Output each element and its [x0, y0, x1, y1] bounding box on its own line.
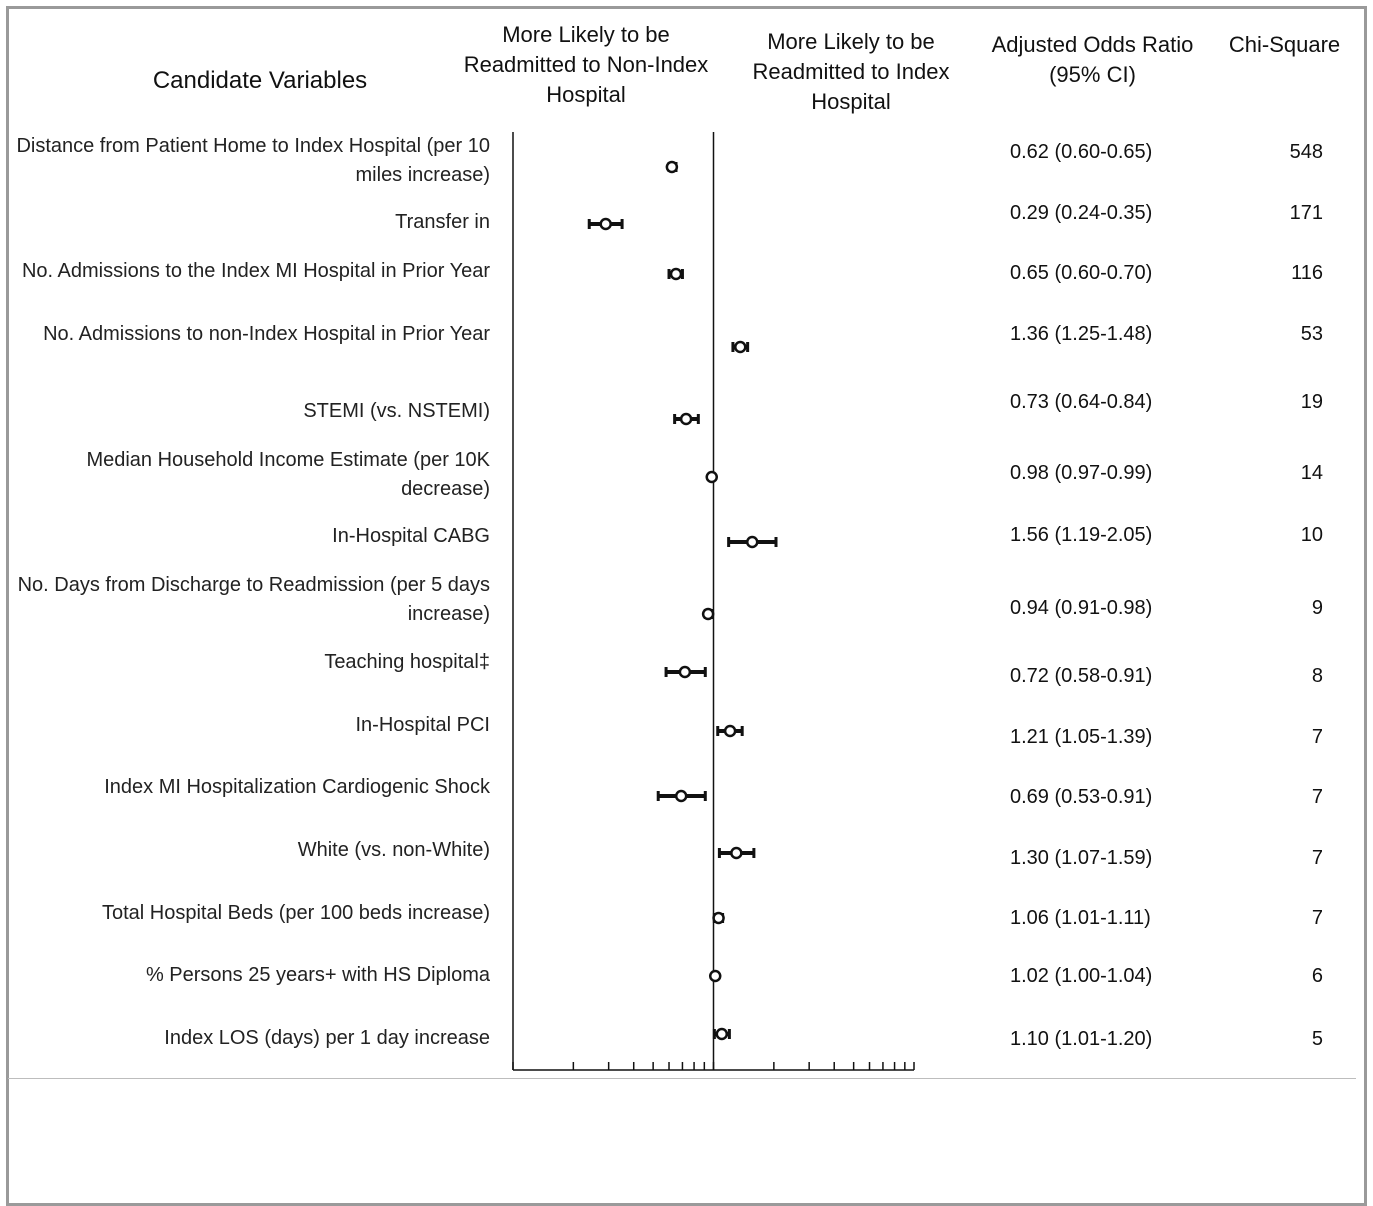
row-label: % Persons 25 years+ with HS Diploma — [145, 964, 490, 986]
odds-ratio-point — [669, 267, 683, 281]
odds-ratio-point — [734, 340, 747, 354]
odds-ratio-point — [708, 969, 722, 983]
row-label: Total Hospital Beds (per 100 beds increa… — [102, 902, 490, 924]
odds-ratio-value: 0.29 (0.24-0.35) — [1010, 202, 1153, 224]
odds-ratio-value: 1.06 (1.01-1.11) — [1010, 907, 1151, 929]
row-label: Teaching hospital‡ — [324, 651, 490, 673]
row-label: STEMI (vs. NSTEMI) — [303, 400, 490, 422]
odds-ratio-value: 0.62 (0.60-0.65) — [1010, 141, 1153, 163]
chi-square-value: 7 — [1311, 726, 1323, 748]
odds-ratio-value: 1.36 (1.25-1.48) — [1010, 323, 1153, 345]
row-label: In-Hospital CABG — [332, 525, 490, 547]
chi-square-value: 19 — [1300, 391, 1323, 413]
row-label: Index MI Hospitalization Cardiogenic Sho… — [104, 776, 490, 798]
odds-ratio-point — [705, 470, 718, 484]
chi-square-value: 7 — [1311, 907, 1323, 929]
row-label: Distance from Patient Home to Index Hosp… — [16, 135, 490, 186]
odds-ratio-point — [715, 1027, 729, 1041]
row-label: White (vs. non-White) — [297, 839, 490, 861]
chi-square-value: 7 — [1311, 847, 1323, 869]
chi-square-value: 5 — [1311, 1028, 1323, 1050]
odds-ratio-point — [701, 607, 715, 621]
odds-ratio-point — [730, 846, 743, 860]
chi-square-value: 548 — [1289, 141, 1323, 163]
odds-ratio-value: 1.30 (1.07-1.59) — [1010, 847, 1153, 869]
row-label: No. Admissions to the Index MI Hospital … — [21, 260, 490, 282]
odds-ratio-value: 0.69 (0.53-0.91) — [1010, 786, 1153, 808]
row-label: Index LOS (days) per 1 day increase — [164, 1027, 490, 1049]
odds-ratio-point — [712, 911, 725, 925]
chi-square-value: 10 — [1300, 524, 1323, 546]
odds-ratio-value: 0.94 (0.91-0.98) — [1010, 597, 1153, 619]
odds-ratio-point — [678, 665, 692, 679]
chi-square-value: 6 — [1311, 965, 1323, 987]
header-index-direction: More Likely to be Readmitted to Index Ho… — [752, 29, 950, 114]
header-non-index-direction: More Likely to be Readmitted to Non-Inde… — [463, 22, 709, 107]
chi-square-value: 8 — [1311, 665, 1323, 687]
odds-ratio-value: 1.02 (1.00-1.04) — [1010, 965, 1153, 987]
chi-square-value: 9 — [1311, 597, 1323, 619]
odds-ratio-value: 0.65 (0.60-0.70) — [1010, 262, 1153, 284]
odds-ratio-point — [679, 412, 693, 426]
row-label: Transfer in — [395, 211, 490, 233]
bottom-rule — [8, 1078, 1356, 1079]
row-label: No. Admissions to non-Index Hospital in … — [43, 323, 490, 345]
odds-ratio-value: 1.21 (1.05-1.39) — [1010, 726, 1153, 748]
header-adjusted-odds-ratio: Adjusted Odds Ratio (95% CI) — [991, 32, 1194, 87]
odds-ratio-point — [674, 789, 688, 803]
forest-plot — [512, 132, 915, 1071]
odds-ratio-value: 1.56 (1.19-2.05) — [1010, 524, 1153, 546]
odds-ratio-value: 0.72 (0.58-0.91) — [1010, 665, 1153, 687]
row-label: Median Household Income Estimate (per 10… — [86, 449, 490, 500]
odds-ratio-point — [745, 535, 759, 549]
chi-square-value: 7 — [1311, 786, 1323, 808]
chi-square-value: 171 — [1289, 202, 1323, 224]
header-candidate-variables: Candidate Variables — [152, 67, 368, 94]
chi-square-value: 116 — [1291, 262, 1323, 284]
row-label: No. Days from Discharge to Readmission (… — [17, 574, 490, 625]
odds-ratio-point — [599, 217, 612, 231]
chi-square-value: 14 — [1300, 462, 1323, 484]
odds-ratio-value: 0.73 (0.64-0.84) — [1010, 391, 1153, 413]
row-label: In-Hospital PCI — [355, 714, 491, 736]
odds-ratio-point — [665, 160, 679, 174]
odds-ratio-value: 1.10 (1.01-1.20) — [1010, 1028, 1153, 1050]
header-chi-square: Chi-Square — [1228, 32, 1341, 57]
odds-ratio-point — [723, 724, 737, 738]
chi-square-value: 53 — [1300, 323, 1323, 345]
odds-ratio-value: 0.98 (0.97-0.99) — [1010, 462, 1153, 484]
